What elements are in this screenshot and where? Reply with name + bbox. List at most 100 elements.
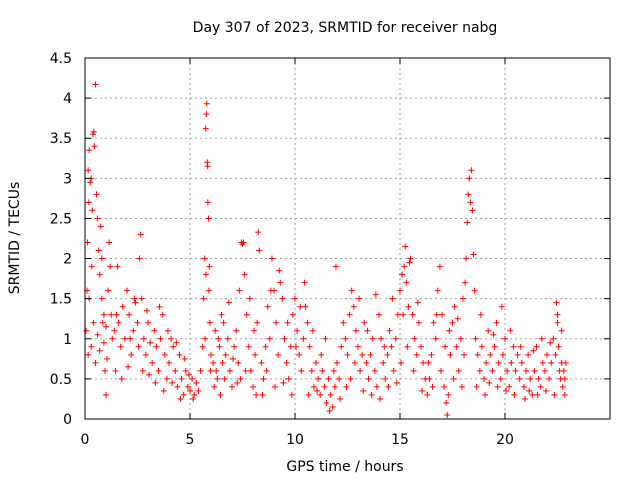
data-point — [378, 335, 385, 342]
data-point — [118, 375, 125, 382]
data-point — [392, 335, 399, 342]
data-point — [363, 359, 370, 366]
data-point — [247, 367, 254, 374]
data-point — [242, 367, 249, 374]
data-point — [547, 339, 554, 346]
data-point — [436, 263, 443, 270]
data-point — [323, 399, 330, 406]
data-point — [95, 247, 102, 254]
data-point — [523, 367, 529, 374]
data-point — [235, 359, 242, 366]
data-point — [306, 343, 313, 350]
data-point — [464, 219, 471, 226]
data-point — [521, 395, 528, 402]
data-point — [426, 375, 433, 382]
data-point — [288, 391, 295, 398]
chart-title: Day 307 of 2023, SRMTID for receiver nab… — [193, 20, 498, 36]
data-point — [534, 391, 541, 398]
data-point — [474, 351, 481, 358]
data-point — [439, 311, 445, 318]
data-point — [318, 351, 325, 358]
data-point — [206, 263, 213, 270]
x-axis: 0 5 10 15 20 — [81, 58, 514, 448]
data-point — [217, 391, 224, 398]
data-point — [246, 295, 253, 302]
data-point — [191, 391, 198, 398]
data-point — [420, 359, 427, 366]
data-point — [130, 327, 137, 334]
data-point — [364, 327, 371, 334]
data-point — [92, 359, 99, 366]
data-point — [251, 327, 258, 334]
data-point — [169, 379, 176, 386]
data-point — [289, 311, 296, 318]
data-point — [225, 299, 232, 306]
data-point — [152, 379, 159, 386]
data-point — [542, 387, 549, 394]
data-point — [388, 343, 395, 350]
data-point — [296, 351, 303, 358]
data-points — [83, 81, 569, 418]
data-point — [558, 327, 565, 334]
data-point — [100, 339, 107, 346]
data-point — [347, 375, 354, 382]
data-point — [442, 343, 449, 350]
y-tick-label: 4 — [63, 91, 72, 107]
y-tick-label: 3.5 — [50, 131, 72, 147]
data-point — [236, 287, 243, 294]
data-point — [446, 327, 453, 334]
data-point — [100, 311, 107, 318]
data-point — [88, 263, 95, 270]
gridlines — [85, 58, 610, 419]
x-tick-label: 10 — [286, 432, 304, 448]
data-point — [406, 259, 413, 266]
data-point — [220, 319, 227, 326]
data-point — [128, 351, 135, 358]
data-point — [255, 229, 262, 236]
data-point — [240, 239, 247, 246]
data-point — [272, 383, 279, 390]
data-point — [411, 335, 418, 342]
data-point — [159, 311, 166, 318]
data-point — [504, 367, 511, 374]
data-point — [409, 311, 416, 318]
data-point — [348, 287, 355, 294]
y-tick-label: 2 — [63, 252, 72, 268]
data-point — [445, 391, 452, 398]
data-point — [310, 383, 317, 390]
data-point — [153, 343, 160, 350]
data-point — [85, 199, 92, 206]
data-point — [157, 335, 164, 342]
data-point — [402, 243, 409, 250]
data-point — [336, 375, 343, 382]
data-point — [90, 128, 97, 135]
data-point — [204, 163, 211, 170]
data-point — [204, 199, 211, 206]
data-point — [372, 291, 379, 298]
data-point — [231, 343, 238, 350]
data-point — [212, 327, 219, 334]
data-point — [200, 295, 207, 302]
data-point — [365, 375, 372, 382]
data-point — [88, 343, 95, 350]
data-point — [273, 319, 280, 326]
data-point — [111, 327, 118, 334]
data-point — [252, 351, 259, 358]
data-point — [482, 391, 489, 398]
data-point — [491, 343, 498, 350]
data-point — [172, 367, 179, 374]
data-point — [104, 355, 111, 362]
data-point — [419, 387, 426, 394]
data-point — [142, 351, 149, 358]
data-point — [136, 255, 143, 262]
data-point — [208, 351, 214, 358]
data-point — [281, 335, 288, 342]
data-point — [89, 207, 96, 214]
data-point — [351, 359, 358, 366]
data-point — [207, 367, 214, 374]
data-point — [399, 271, 406, 278]
data-point — [495, 359, 502, 366]
data-point — [211, 383, 218, 390]
data-point — [394, 311, 401, 318]
